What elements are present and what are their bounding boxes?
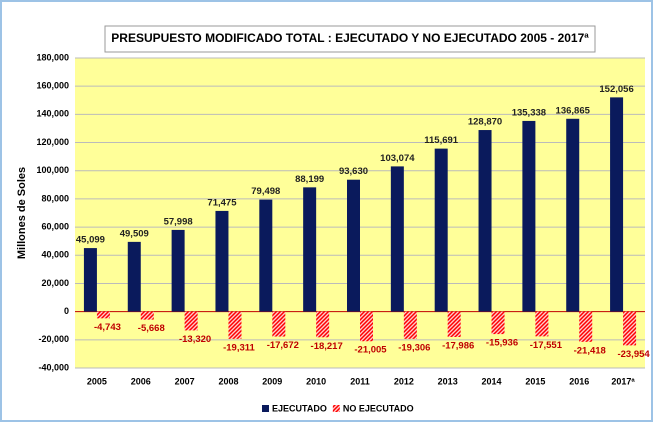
legend-swatch xyxy=(332,405,340,412)
bar xyxy=(259,199,273,312)
data-label: -5,668 xyxy=(138,323,165,334)
data-label: 103,074 xyxy=(380,153,415,164)
y-tick-label: 140,000 xyxy=(36,109,69,119)
data-label: -21,005 xyxy=(354,345,387,356)
x-tick-label: 2008 xyxy=(218,376,238,386)
bar xyxy=(347,179,360,312)
y-tick-label: 0 xyxy=(64,306,69,316)
x-tick-label: 2005 xyxy=(87,376,107,386)
data-label: -19,311 xyxy=(223,342,255,353)
y-tick-label: -20,000 xyxy=(38,334,69,344)
data-label: 49,509 xyxy=(120,228,149,239)
bar xyxy=(83,248,97,312)
y-tick-label: 60,000 xyxy=(41,221,69,231)
chart-title: PRESUPUESTO MODIFICADO TOTAL : EJECUTADO… xyxy=(111,31,589,45)
bar xyxy=(360,311,373,342)
bar xyxy=(623,311,637,346)
bar xyxy=(171,229,185,312)
bar xyxy=(316,311,330,338)
data-label: -15,936 xyxy=(486,338,518,349)
y-tick-label: 120,000 xyxy=(36,137,69,147)
legend-swatch xyxy=(262,405,269,412)
y-tick-label: -40,000 xyxy=(38,362,69,372)
data-label: -23,954 xyxy=(617,349,650,360)
data-label: -13,320 xyxy=(179,334,211,345)
y-tick-label: 80,000 xyxy=(41,193,69,203)
y-tick-label: 100,000 xyxy=(36,165,69,175)
x-tick-label: 2011 xyxy=(350,376,370,386)
bar xyxy=(566,118,580,312)
x-tick-label: 2014 xyxy=(482,376,502,386)
bar xyxy=(610,97,624,312)
bar xyxy=(403,311,417,339)
title-box xyxy=(104,25,596,53)
data-label: 45,099 xyxy=(76,235,105,246)
data-label: 152,056 xyxy=(599,84,633,95)
data-label: -17,551 xyxy=(530,340,563,351)
data-label: 57,998 xyxy=(164,216,193,227)
x-tick-label: 2016 xyxy=(569,376,589,386)
bar xyxy=(447,311,461,337)
data-label: -17,672 xyxy=(267,340,299,351)
x-tick-label: 2015 xyxy=(525,376,545,386)
x-tick-label: 2006 xyxy=(131,376,151,386)
data-label: 115,691 xyxy=(424,135,459,146)
x-tick-label: 2010 xyxy=(306,376,326,386)
data-label: 128,870 xyxy=(468,117,502,128)
bar xyxy=(535,311,549,337)
bar xyxy=(272,311,286,337)
bar xyxy=(390,166,404,312)
data-label: 71,475 xyxy=(207,197,237,208)
data-label: -19,306 xyxy=(398,342,430,353)
data-label: 79,498 xyxy=(251,186,280,197)
bar xyxy=(184,311,198,331)
x-tick-label: 2007 xyxy=(175,376,195,386)
x-tick-label: 2013 xyxy=(438,376,458,386)
y-tick-label: 20,000 xyxy=(41,278,69,288)
data-label: 136,865 xyxy=(556,105,591,116)
y-tick-label: 40,000 xyxy=(41,250,69,260)
x-tick-label: 2017ª xyxy=(611,376,635,386)
data-label: 93,630 xyxy=(339,166,368,177)
bar xyxy=(303,187,317,312)
y-tick-label: 160,000 xyxy=(36,81,69,91)
bar xyxy=(228,311,242,339)
data-label: 135,338 xyxy=(512,107,546,118)
y-tick-label: 180,000 xyxy=(36,52,69,62)
bar xyxy=(579,311,593,342)
data-label: -4,743 xyxy=(94,322,121,333)
bar xyxy=(127,241,141,312)
bar xyxy=(215,210,229,312)
data-label: 88,199 xyxy=(295,174,324,185)
bar xyxy=(522,120,536,312)
x-tick-label: 2012 xyxy=(394,376,414,386)
y-axis-label: Millones de Soles xyxy=(16,167,28,259)
data-label: -17,986 xyxy=(442,340,474,351)
data-label: -21,418 xyxy=(574,345,606,356)
legend-label: NO EJECUTADO xyxy=(343,403,414,413)
x-tick-label: 2009 xyxy=(262,376,282,386)
bar xyxy=(478,130,492,312)
bar xyxy=(96,311,110,319)
bar xyxy=(491,311,505,335)
data-label: -18,217 xyxy=(311,341,343,352)
bar xyxy=(434,148,448,312)
legend-label: EJECUTADO xyxy=(272,403,327,413)
bar xyxy=(140,311,154,320)
